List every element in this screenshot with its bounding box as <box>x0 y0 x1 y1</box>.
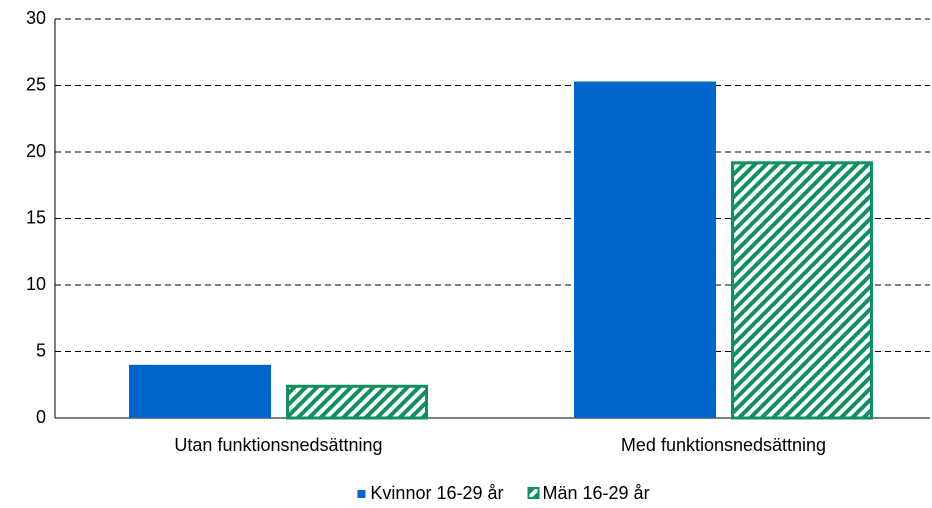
x-tick-label: Med funktionsnedsättning <box>621 435 826 455</box>
legend-label: Kvinnor 16-29 år <box>370 483 503 503</box>
y-tick-label: 0 <box>36 407 46 427</box>
y-tick-label: 10 <box>26 274 46 294</box>
legend-label: Män 16-29 år <box>543 483 650 503</box>
y-tick-label: 25 <box>26 74 46 94</box>
bar <box>574 81 716 418</box>
y-tick-label: 20 <box>26 141 46 161</box>
y-tick-label: 5 <box>36 340 46 360</box>
legend-swatch <box>527 487 540 499</box>
bar <box>129 364 271 418</box>
y-tick-label: 30 <box>26 8 46 28</box>
y-tick-label: 15 <box>26 207 46 227</box>
x-tick-label: Utan funktionsnedsättning <box>174 435 382 455</box>
bar <box>731 161 873 420</box>
legend-swatch <box>357 490 366 498</box>
bar <box>286 384 428 420</box>
